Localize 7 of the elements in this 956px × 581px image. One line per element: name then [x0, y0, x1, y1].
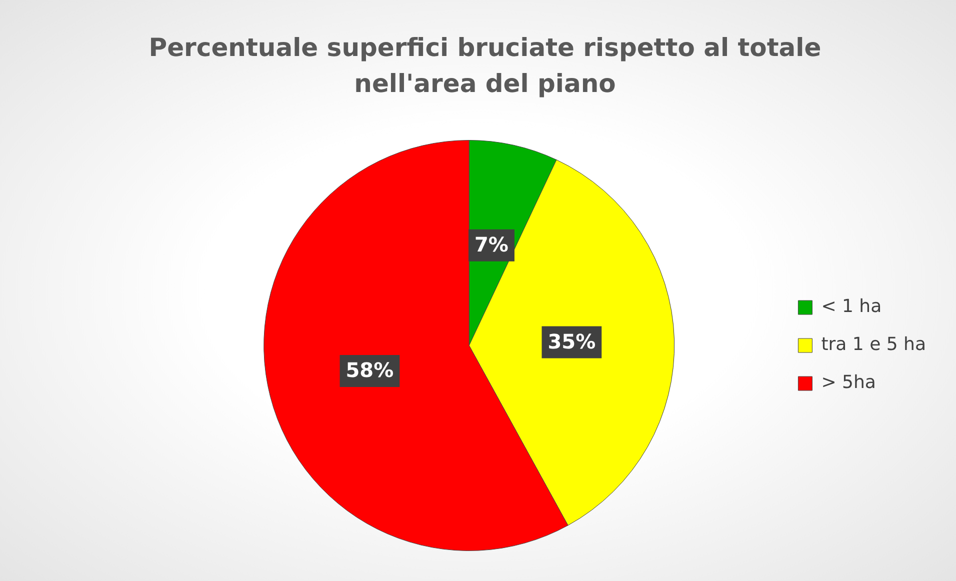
- chart-title: Percentuale superfici bruciate rispetto al totale nell'area del piano: [148, 32, 822, 100]
- legend-label: > 5ha: [821, 372, 876, 394]
- data-label: 58%: [346, 358, 394, 382]
- legend-label: < 1 ha: [821, 296, 882, 318]
- data-label: 35%: [548, 329, 596, 354]
- legend-label: tra 1 e 5 ha: [821, 334, 926, 356]
- data-label: 7%: [474, 232, 508, 257]
